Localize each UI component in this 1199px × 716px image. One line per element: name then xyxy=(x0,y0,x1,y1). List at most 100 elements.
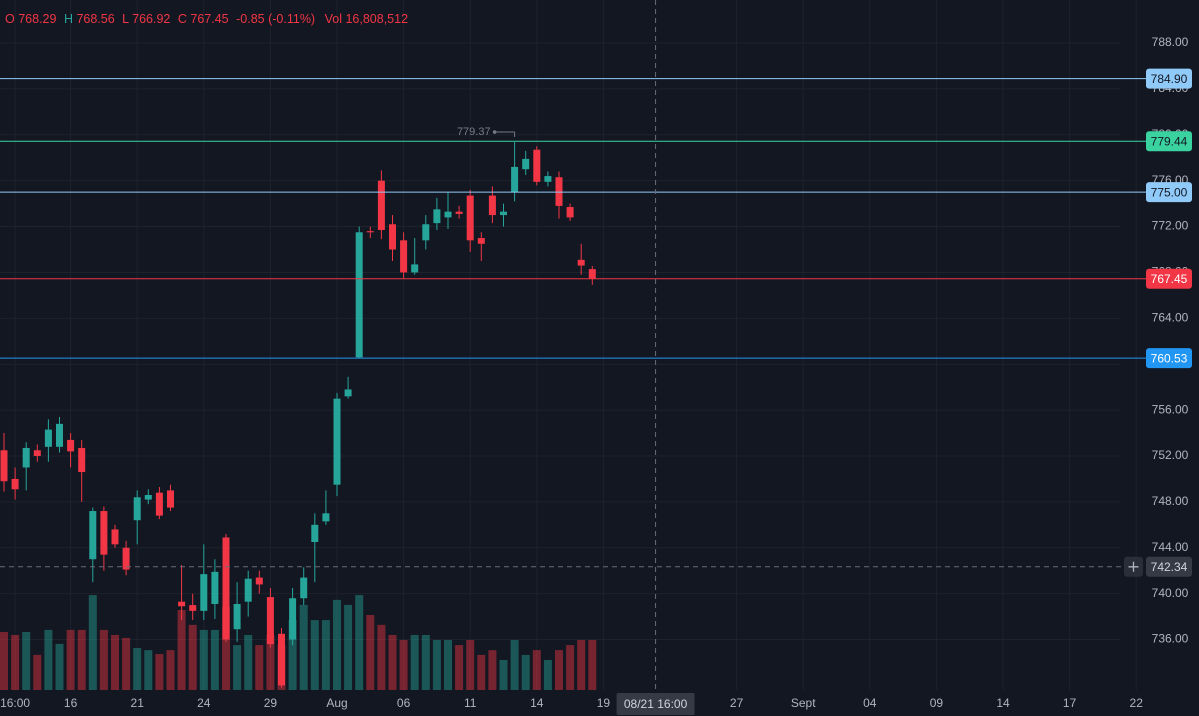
candle-body xyxy=(289,598,297,640)
candle-body xyxy=(189,605,197,611)
candle-body xyxy=(400,240,408,273)
volume-bar xyxy=(210,629,219,690)
volume-bar xyxy=(366,615,375,690)
volume-bar xyxy=(110,634,119,690)
x-tick-label: 04 xyxy=(863,696,877,710)
volume-bar xyxy=(233,645,242,690)
y-tick-label: 752.00 xyxy=(1152,448,1189,462)
candle-body xyxy=(255,577,263,585)
volume-bar xyxy=(421,634,430,690)
volume-bar xyxy=(155,654,164,690)
volume-bar xyxy=(266,634,275,690)
volume-bar xyxy=(22,631,31,690)
x-tick-label: Aug xyxy=(326,696,347,710)
y-tick-label: 740.00 xyxy=(1152,586,1189,600)
candle-body xyxy=(44,429,52,447)
high-value: 768.56 xyxy=(76,12,114,26)
candle-body xyxy=(444,211,452,218)
candle-body xyxy=(300,577,308,599)
candle-body xyxy=(544,176,552,182)
candle-body xyxy=(533,149,541,182)
x-tick-label: 06 xyxy=(397,696,411,710)
candle-body xyxy=(233,603,241,630)
volume-bar xyxy=(66,629,75,690)
low-label: L xyxy=(122,12,129,26)
volume-bar xyxy=(122,637,131,690)
candle-body xyxy=(277,633,285,686)
volume-bar xyxy=(188,624,197,690)
candle-body xyxy=(422,224,430,241)
candle-body xyxy=(178,601,186,607)
candle-body xyxy=(144,494,152,500)
x-tick-label: 16:00 xyxy=(0,696,30,710)
price-tag-label: 784.90 xyxy=(1151,72,1188,86)
y-tick-label: 756.00 xyxy=(1152,402,1189,416)
price-tag xyxy=(1146,348,1192,369)
volume-bar xyxy=(288,620,297,690)
y-tick-label: 772.00 xyxy=(1152,219,1189,233)
candle-body xyxy=(33,450,41,456)
volume-bar xyxy=(466,640,475,690)
price-tag xyxy=(1146,268,1192,289)
ohlc-header: O 768.29 H 768.56 L 766.92 C 767.45 -0.8… xyxy=(5,12,408,26)
x-tick-label: 14 xyxy=(996,696,1010,710)
crosshair-x-label: 08/21 16:00 xyxy=(624,697,688,711)
x-tick-label: 29 xyxy=(264,696,278,710)
annotation-dot xyxy=(492,130,497,134)
volume-label: Vol xyxy=(325,12,342,26)
candle-body xyxy=(377,180,385,230)
x-tick-label: 14 xyxy=(530,696,544,710)
y-tick-label: 736.00 xyxy=(1152,632,1189,646)
y-tick-label: 788.00 xyxy=(1152,35,1189,49)
candle-body xyxy=(355,232,363,358)
volume-bar xyxy=(521,654,530,690)
close-value: 767.45 xyxy=(190,12,228,26)
volume-bar xyxy=(321,620,330,690)
candle-body xyxy=(500,211,508,216)
y-tick-label: 748.00 xyxy=(1152,494,1189,508)
candle-body xyxy=(433,209,441,224)
volume-bar xyxy=(388,634,397,690)
high-label: H xyxy=(64,12,73,26)
x-tick-label: 21 xyxy=(131,696,145,710)
candle-body xyxy=(266,597,274,645)
volume-bar xyxy=(355,595,364,690)
candle-body xyxy=(577,259,585,266)
candle-body xyxy=(488,195,496,216)
candle-body xyxy=(555,177,563,206)
volume-bar xyxy=(510,640,519,690)
x-tick-label: 22 xyxy=(1130,696,1144,710)
crosshair-y-label: 742.34 xyxy=(1151,560,1188,574)
candle-body xyxy=(78,447,86,473)
change: -0.85 xyxy=(236,12,265,26)
volume-bar xyxy=(299,604,308,690)
candle-body xyxy=(366,231,374,233)
candle-body xyxy=(522,158,530,170)
volume-bar xyxy=(99,629,108,690)
volume-bar xyxy=(499,659,508,690)
candle-body xyxy=(22,447,30,468)
candle-body xyxy=(477,238,485,244)
volume-bar xyxy=(455,645,464,690)
price-tag-label: 775.00 xyxy=(1151,185,1188,199)
candle-body xyxy=(200,574,208,611)
price-tag-label: 779.44 xyxy=(1151,134,1188,148)
candle-body xyxy=(166,490,174,508)
volume-bar xyxy=(577,640,586,690)
x-tick-label: 27 xyxy=(730,696,744,710)
price-tag-label: 767.45 xyxy=(1151,272,1188,286)
volume-bar xyxy=(344,604,353,690)
crosshair-y-tag xyxy=(1146,556,1192,577)
price-tag-label: 760.53 xyxy=(1151,351,1188,365)
volume-bar xyxy=(44,629,53,690)
candle-body xyxy=(0,450,8,482)
volume-bar xyxy=(543,659,552,690)
volume-bar xyxy=(11,634,20,690)
x-tick-label: 16 xyxy=(64,696,78,710)
volume-bar xyxy=(532,650,541,690)
volume-bar xyxy=(399,640,408,690)
candle-body xyxy=(411,264,419,273)
volume-bar xyxy=(199,629,208,690)
volume-bar xyxy=(77,629,86,690)
